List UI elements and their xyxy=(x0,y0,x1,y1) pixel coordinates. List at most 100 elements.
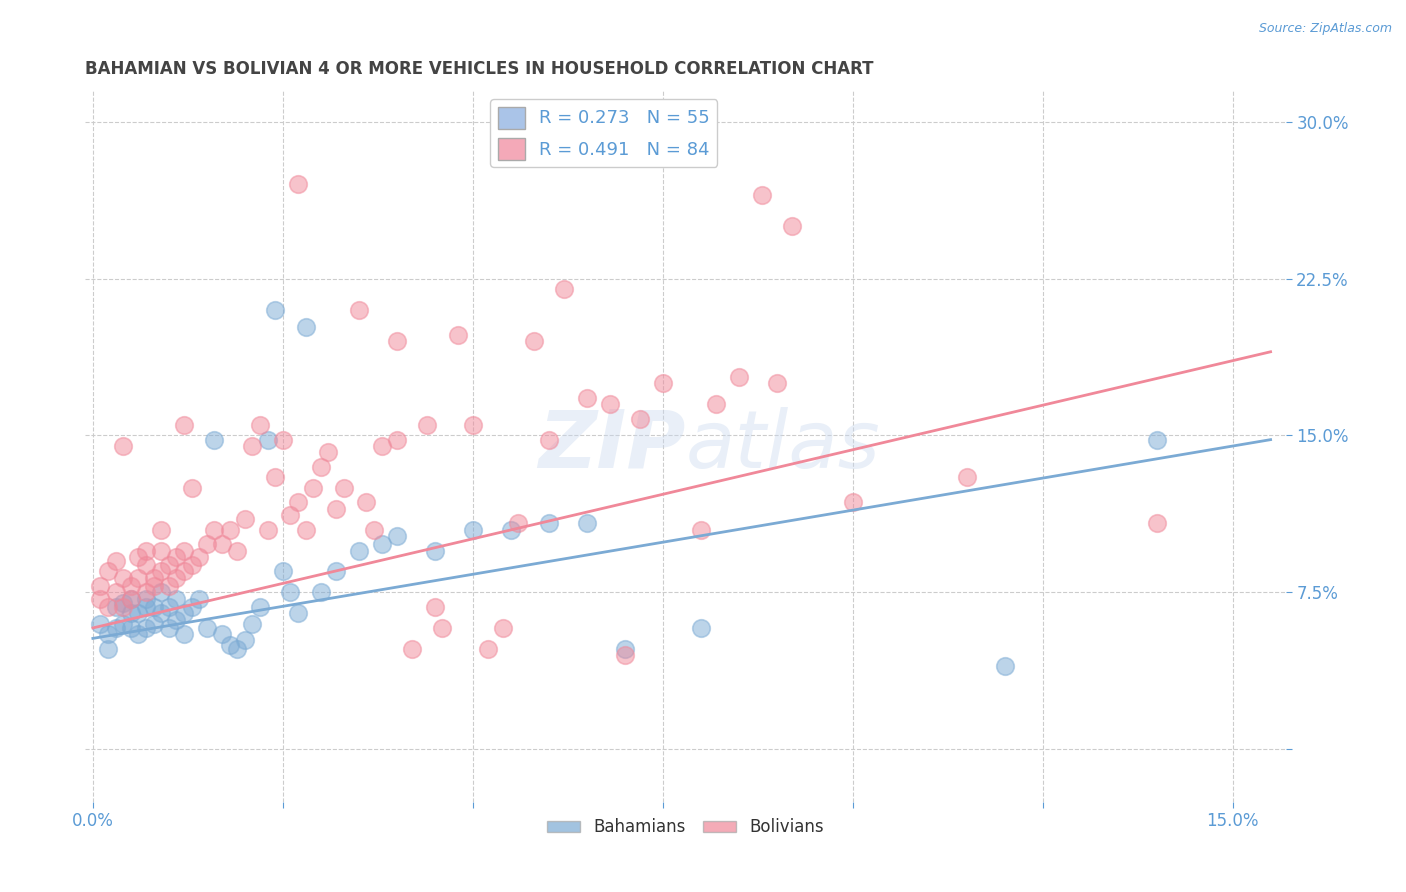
Point xyxy=(142,600,165,615)
Point xyxy=(704,397,727,411)
Point xyxy=(363,523,385,537)
Point xyxy=(492,621,515,635)
Point xyxy=(325,565,347,579)
Legend: Bahamians, Bolivians: Bahamians, Bolivians xyxy=(540,812,831,843)
Point xyxy=(112,600,135,615)
Point xyxy=(89,591,111,606)
Point xyxy=(765,376,787,391)
Point xyxy=(302,481,325,495)
Point xyxy=(294,319,316,334)
Point xyxy=(628,411,651,425)
Point xyxy=(97,627,120,641)
Text: ZIP: ZIP xyxy=(538,407,686,485)
Point xyxy=(309,585,332,599)
Point xyxy=(97,641,120,656)
Point xyxy=(256,523,278,537)
Point xyxy=(188,549,211,564)
Point xyxy=(97,600,120,615)
Point xyxy=(135,543,157,558)
Point xyxy=(180,558,202,573)
Point xyxy=(112,616,135,631)
Point xyxy=(271,433,294,447)
Point xyxy=(173,417,195,432)
Point xyxy=(173,607,195,621)
Point xyxy=(385,433,408,447)
Point xyxy=(157,600,180,615)
Point xyxy=(287,607,309,621)
Point xyxy=(461,417,484,432)
Point xyxy=(120,591,142,606)
Point xyxy=(280,585,302,599)
Point xyxy=(150,585,173,599)
Point xyxy=(651,376,673,391)
Point xyxy=(173,627,195,641)
Point xyxy=(956,470,979,484)
Point xyxy=(264,302,287,317)
Point xyxy=(689,621,711,635)
Point xyxy=(599,397,621,411)
Point xyxy=(613,641,636,656)
Point xyxy=(166,591,188,606)
Point xyxy=(287,495,309,509)
Point xyxy=(233,512,256,526)
Point xyxy=(142,571,165,585)
Point xyxy=(446,328,468,343)
Point xyxy=(166,613,188,627)
Point xyxy=(135,558,157,573)
Point xyxy=(127,571,149,585)
Point xyxy=(370,537,392,551)
Point xyxy=(173,543,195,558)
Point xyxy=(499,523,522,537)
Point xyxy=(370,439,392,453)
Point xyxy=(522,334,544,349)
Point xyxy=(135,600,157,615)
Point xyxy=(332,481,354,495)
Point xyxy=(120,579,142,593)
Point xyxy=(994,658,1017,673)
Point xyxy=(150,565,173,579)
Point xyxy=(537,433,560,447)
Point xyxy=(127,607,149,621)
Point xyxy=(233,633,256,648)
Point xyxy=(188,591,211,606)
Point xyxy=(423,543,446,558)
Point xyxy=(166,571,188,585)
Point xyxy=(211,537,233,551)
Point xyxy=(180,600,202,615)
Point xyxy=(575,516,598,531)
Point xyxy=(195,537,218,551)
Point xyxy=(1146,433,1168,447)
Point xyxy=(249,417,271,432)
Point xyxy=(218,523,240,537)
Point xyxy=(112,571,135,585)
Point xyxy=(135,585,157,599)
Point xyxy=(226,641,249,656)
Point xyxy=(211,627,233,641)
Point xyxy=(97,565,120,579)
Point xyxy=(150,543,173,558)
Point xyxy=(780,219,803,234)
Point xyxy=(271,565,294,579)
Point xyxy=(613,648,636,662)
Point xyxy=(142,579,165,593)
Point xyxy=(195,621,218,635)
Point xyxy=(120,607,142,621)
Point xyxy=(432,621,454,635)
Point xyxy=(385,529,408,543)
Point xyxy=(112,439,135,453)
Point xyxy=(89,616,111,631)
Text: BAHAMIAN VS BOLIVIAN 4 OR MORE VEHICLES IN HOUSEHOLD CORRELATION CHART: BAHAMIAN VS BOLIVIAN 4 OR MORE VEHICLES … xyxy=(86,60,873,78)
Point xyxy=(242,616,264,631)
Point xyxy=(264,470,287,484)
Text: atlas: atlas xyxy=(686,407,880,485)
Point xyxy=(249,600,271,615)
Point xyxy=(325,501,347,516)
Point xyxy=(477,641,499,656)
Point xyxy=(173,565,195,579)
Text: Source: ZipAtlas.com: Source: ZipAtlas.com xyxy=(1258,22,1392,36)
Point xyxy=(157,558,180,573)
Point xyxy=(401,641,423,656)
Point xyxy=(135,591,157,606)
Point xyxy=(150,523,173,537)
Point xyxy=(204,433,226,447)
